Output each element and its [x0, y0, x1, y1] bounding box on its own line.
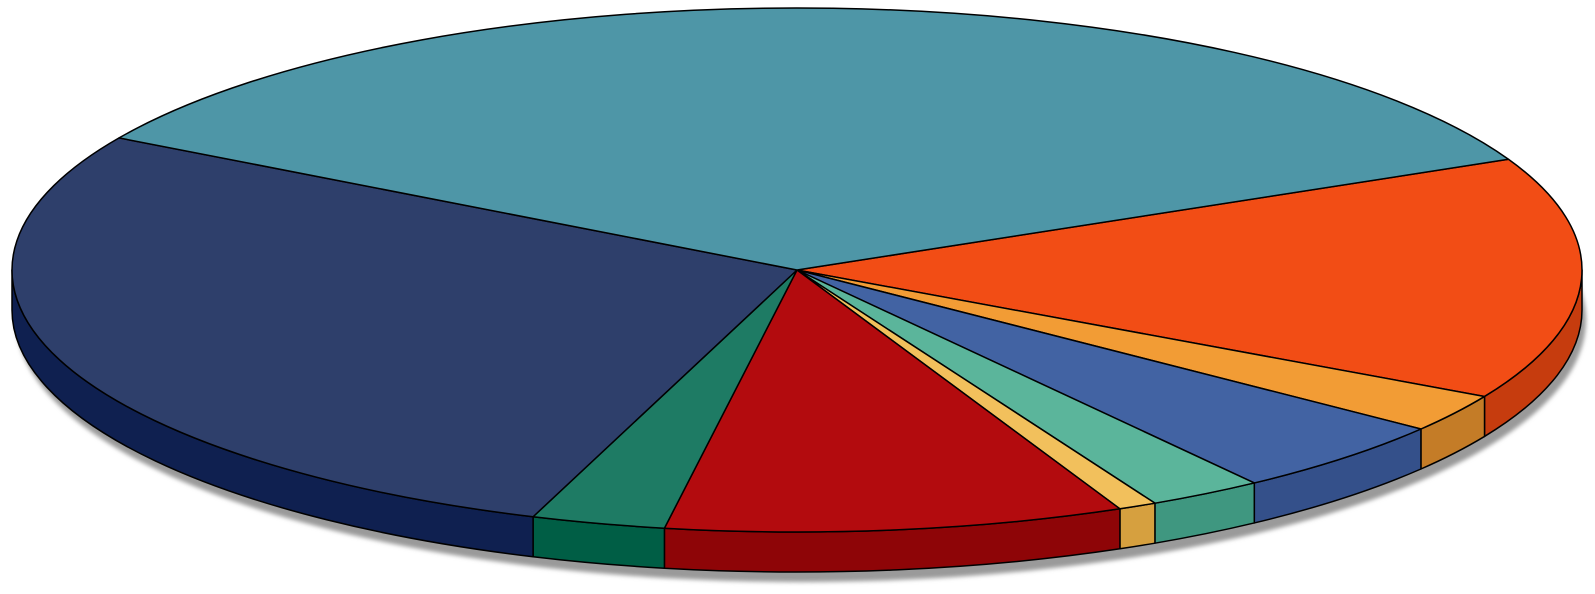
pie-slice-3 [796, 269, 1422, 484]
slice-tops [11, 7, 1583, 533]
pie-slice-1 [796, 158, 1583, 398]
slice-sides [11, 269, 1583, 573]
pie-slice-6 [663, 269, 1121, 533]
pie-slice-9 [118, 7, 1510, 271]
slice-side-5 [1119, 502, 1156, 550]
pie-slice-8 [11, 137, 798, 518]
